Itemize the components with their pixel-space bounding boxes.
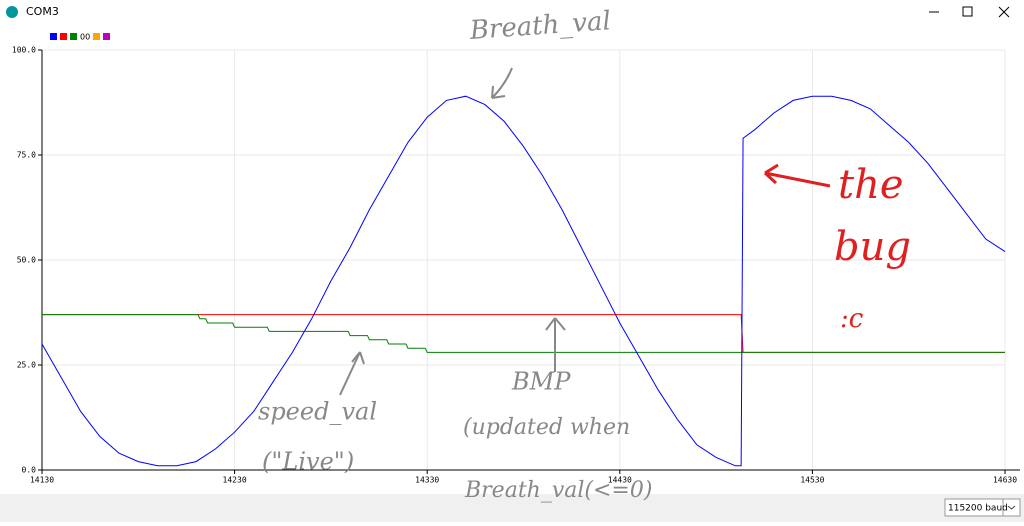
y-tick-label: 100.0 — [12, 46, 36, 55]
app-icon — [6, 6, 18, 18]
arrow — [491, 67, 513, 99]
maximize-button[interactable] — [962, 6, 973, 17]
y-tick-label: 0.0 — [22, 466, 37, 475]
plot: 0.0 25.0 50.0 75.0 100.0 14130 14230 14330 14430… — [12, 33, 1020, 485]
x-tick-label: 14330 — [415, 476, 439, 485]
x-tick-label: 14630 — [993, 476, 1017, 485]
annotation: speed_val — [258, 398, 377, 426]
x-tick-label: 14530 — [800, 476, 824, 485]
legend-swatch — [50, 33, 57, 40]
legend-label: 00 — [80, 33, 90, 42]
y-tick-label: 25.0 — [17, 361, 36, 370]
annotation: (updated when — [463, 415, 630, 440]
annotation: :c — [840, 304, 864, 334]
annotation: Breath_val(<=0) — [464, 478, 652, 503]
annotation: ("Live") — [262, 448, 354, 476]
series-line — [41, 95, 1006, 467]
series-line — [42, 314, 1005, 353]
legend-swatch — [60, 33, 67, 40]
bug-arrow — [763, 163, 831, 188]
arrow — [339, 351, 365, 396]
y-tick-label: 50.0 — [17, 256, 36, 265]
arrow — [545, 317, 566, 372]
legend-swatch — [93, 33, 100, 40]
annotation: BMP — [511, 368, 571, 396]
x-tick-label: 14430 — [608, 476, 632, 485]
dropdown-arrow — [1007, 505, 1016, 510]
status-bar — [0, 494, 1024, 522]
annotation: the — [838, 162, 904, 208]
annotation: bug — [834, 224, 911, 270]
x-tick-label: 14130 — [30, 476, 54, 485]
annotation-arrows — [339, 67, 566, 396]
y-tick-label: 75.0 — [17, 151, 36, 160]
legend-swatch — [70, 33, 77, 40]
close-button[interactable] — [998, 6, 1010, 18]
baud-dropdown[interactable] — [1002, 498, 1021, 517]
legend-swatch — [103, 33, 110, 40]
window-title: COM3 — [26, 5, 59, 18]
baud-label: 115200 baud — [948, 504, 1008, 514]
x-tick-label: 14230 — [223, 476, 247, 485]
